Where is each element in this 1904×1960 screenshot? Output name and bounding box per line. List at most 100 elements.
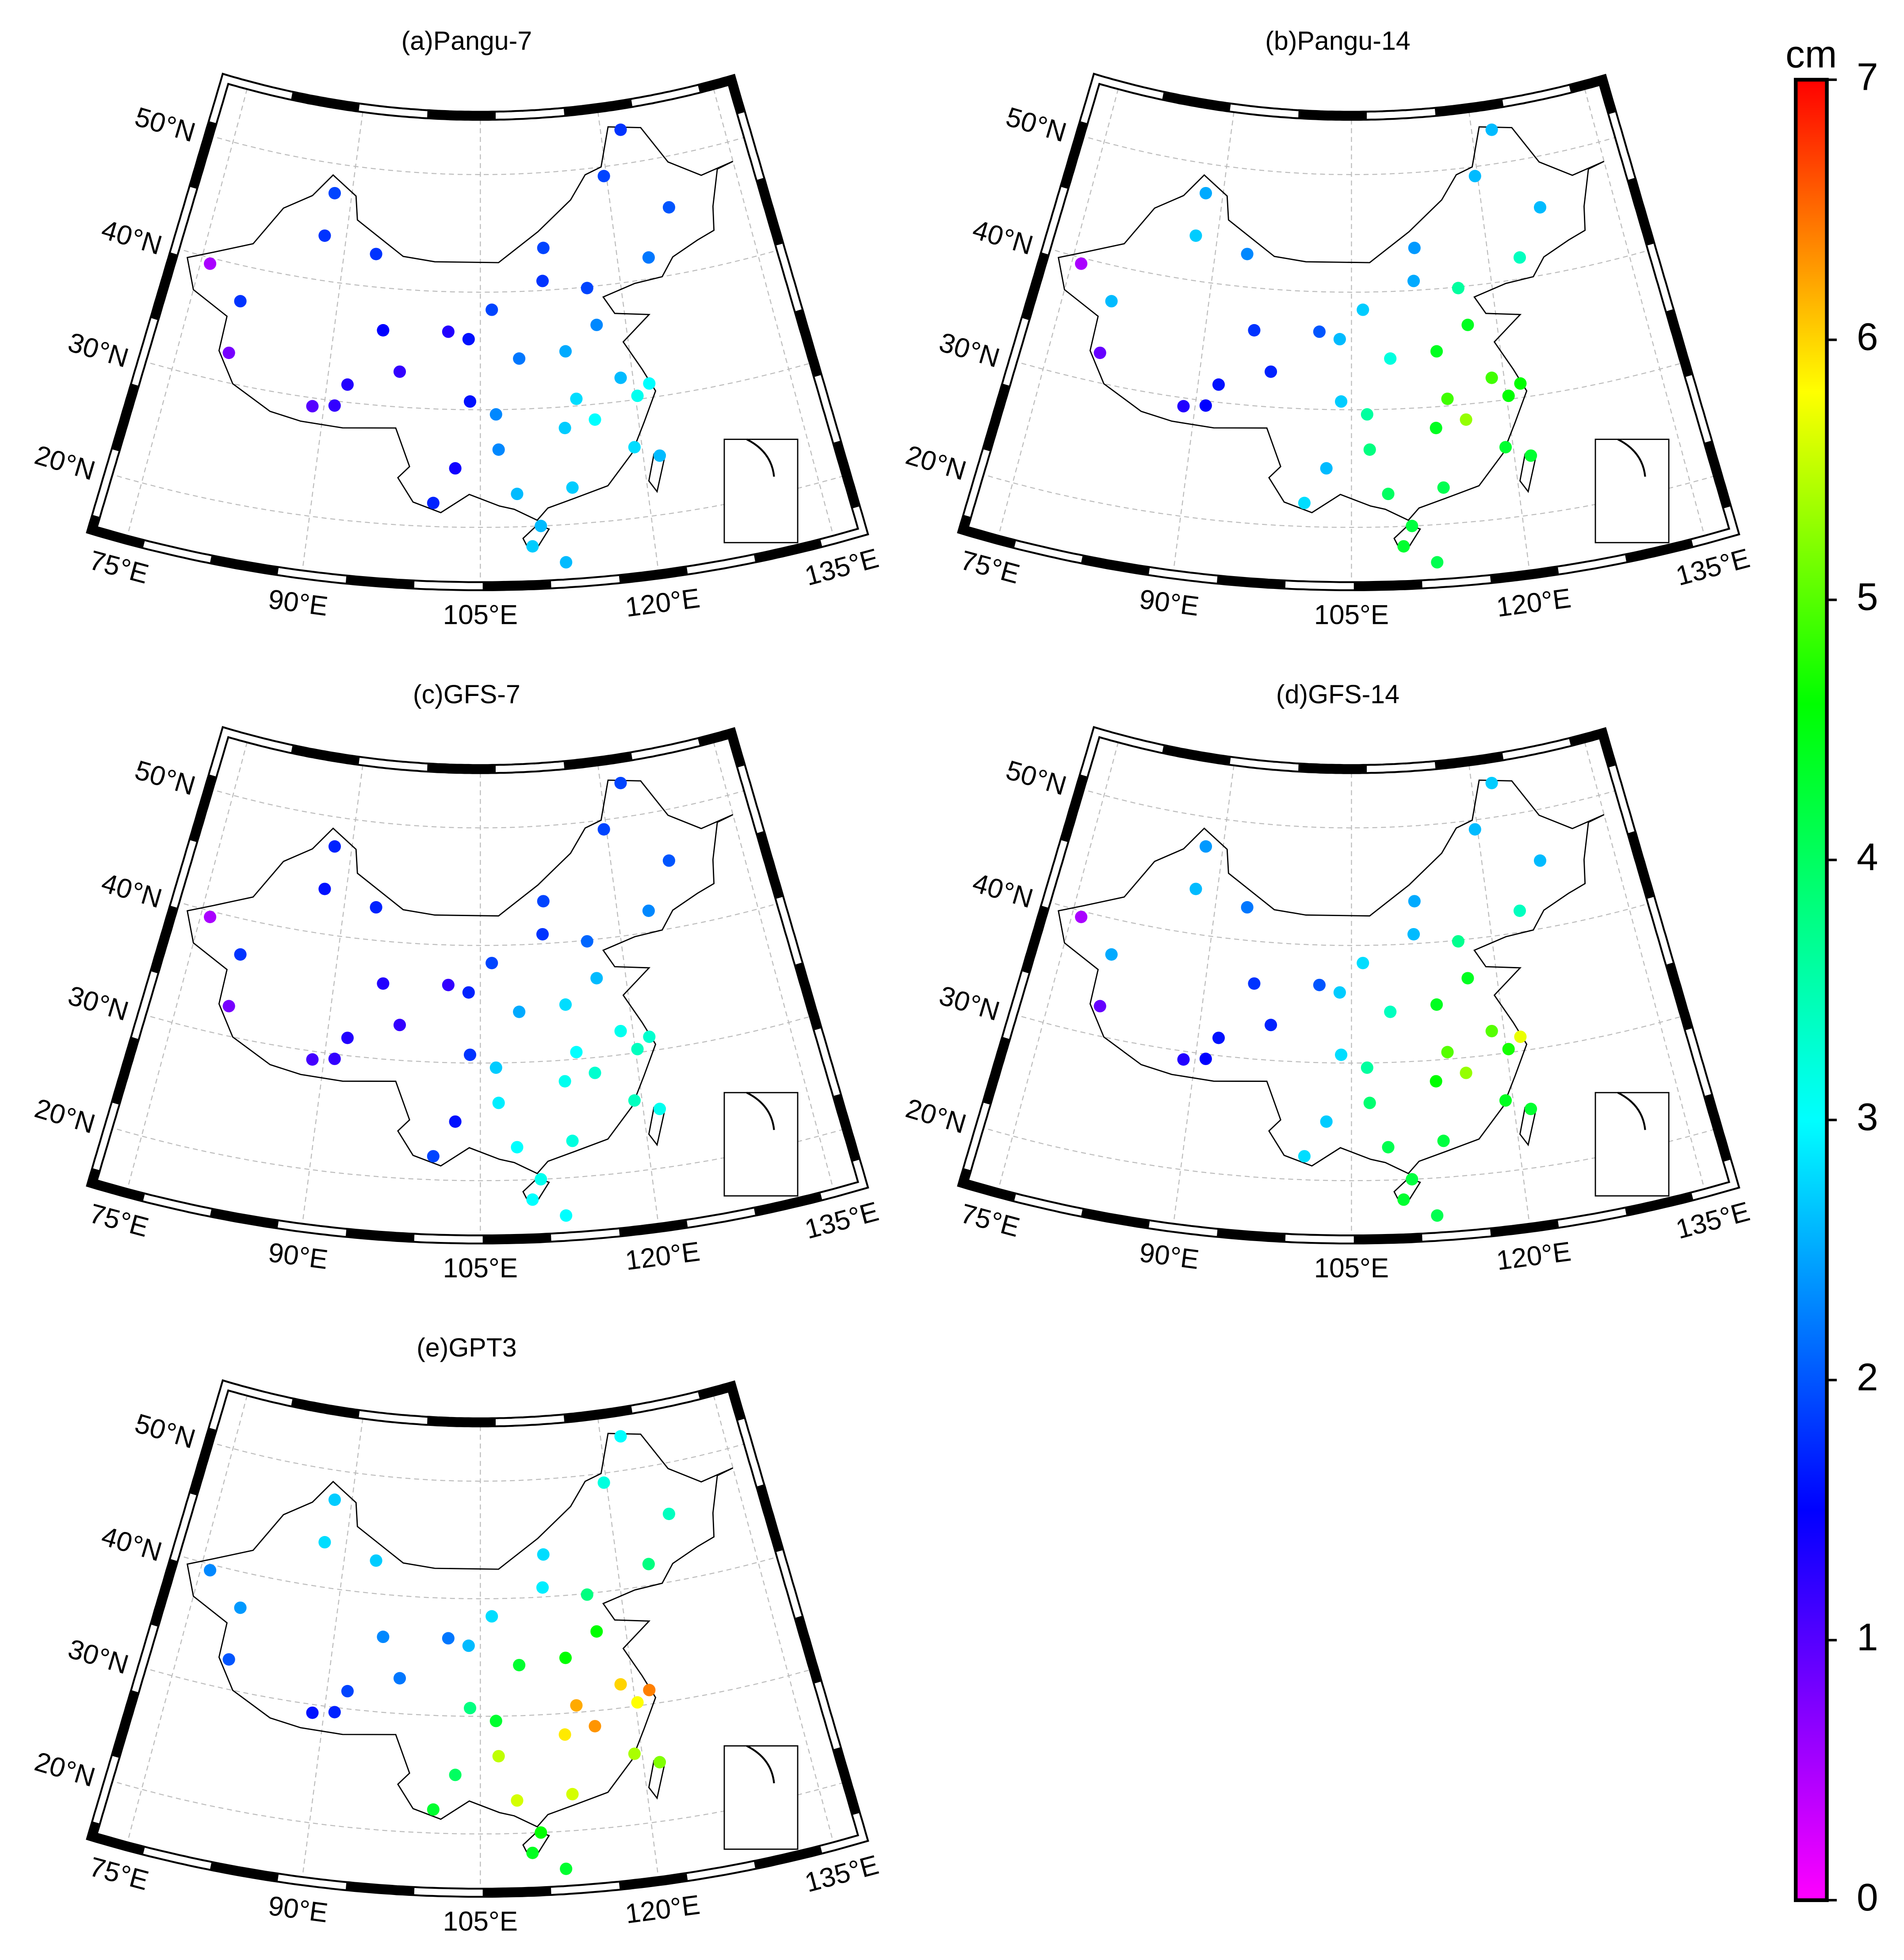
frame-inner — [959, 728, 1738, 1243]
station-dot — [1502, 390, 1515, 402]
station-dot — [566, 481, 579, 494]
parallel — [175, 247, 781, 293]
station-dot — [222, 346, 235, 359]
station-dot — [1199, 187, 1212, 199]
station-dot — [1363, 443, 1376, 456]
station-dot — [1199, 399, 1212, 412]
station-dot — [1384, 352, 1397, 365]
station-dot — [1334, 1048, 1348, 1061]
china-outline — [1057, 779, 1605, 1174]
panel-title: (a)Pangu-7 — [401, 26, 532, 56]
lon-label: 90°E — [267, 584, 330, 622]
station-dot — [1075, 910, 1088, 924]
station-dot — [1533, 854, 1547, 867]
colorbar-tick-label: 1 — [1857, 1616, 1878, 1659]
station-dot — [1199, 1052, 1212, 1065]
station-dot — [511, 488, 524, 501]
station-dot — [203, 1564, 217, 1577]
lat-label: 50°N — [131, 1408, 199, 1455]
station-dot — [1105, 295, 1118, 308]
station-dot — [328, 1052, 341, 1065]
parallel — [108, 1126, 847, 1181]
lon-label: 135°E — [802, 543, 882, 592]
station-dot — [234, 948, 247, 961]
lon-label: 75°E — [86, 1851, 152, 1896]
station-dot — [1513, 904, 1526, 917]
station-dot — [570, 392, 583, 405]
station-dot — [1361, 408, 1373, 421]
station-dot — [1334, 395, 1348, 408]
station-dot — [462, 986, 475, 999]
lon-label: 105°E — [1314, 600, 1389, 630]
station-dot — [449, 1115, 462, 1128]
station-dot — [1461, 318, 1474, 331]
colorbar-tick-label: 7 — [1857, 55, 1878, 98]
station-dot — [614, 1024, 627, 1038]
station-dot — [1212, 378, 1225, 391]
station-dot — [1313, 978, 1326, 991]
station-dot — [631, 1043, 644, 1055]
station-dot — [1437, 1135, 1450, 1147]
station-dot — [341, 378, 354, 391]
map-panel: (e)GPT3 75°E 90°E 105°E 120°E 135°E 20°N 30°N 40… — [31, 1333, 882, 1937]
lon-label: 105°E — [443, 1906, 518, 1937]
station-dot — [1452, 282, 1464, 294]
inset-coast — [1617, 438, 1646, 477]
frame-inner — [88, 728, 867, 1243]
parallel — [208, 1441, 748, 1482]
station-dot — [328, 1706, 341, 1719]
station-dot — [442, 978, 455, 991]
lon-label: 120°E — [1495, 1236, 1573, 1276]
station-dot — [1430, 998, 1443, 1011]
station-dot — [1485, 371, 1498, 384]
map-panel: (a)Pangu-7 75°E 90°E 105°E 120°E 135°E 20°N 30°… — [31, 26, 882, 630]
china-outline — [186, 1433, 734, 1828]
colorbar-tick-label: 2 — [1857, 1356, 1878, 1398]
station-dot — [1320, 1115, 1333, 1128]
station-dot — [1177, 400, 1190, 413]
lat-label: 30°N — [936, 980, 1003, 1027]
station-dot — [560, 1209, 573, 1222]
lat-label: 30°N — [65, 327, 132, 374]
station-dot — [370, 901, 382, 914]
lat-label: 50°N — [131, 755, 199, 801]
station-dot — [536, 275, 549, 287]
lon-label: 90°E — [1138, 1237, 1201, 1275]
parallel — [208, 134, 748, 176]
station-dot — [1499, 441, 1512, 454]
inset-coast — [746, 1745, 775, 1784]
station-dot — [1298, 497, 1311, 509]
station-dot — [1502, 1043, 1515, 1055]
station-dot — [393, 365, 406, 378]
parallel — [175, 901, 781, 946]
lon-label: 135°E — [1673, 1196, 1753, 1245]
station-dot — [234, 295, 247, 308]
station-dot — [1264, 1019, 1277, 1032]
parallel — [1079, 788, 1619, 829]
station-dot — [560, 1862, 573, 1875]
station-dot — [1513, 251, 1526, 264]
station-dot — [1460, 413, 1472, 426]
station-dot — [1431, 556, 1444, 569]
station-dot — [328, 840, 341, 853]
panel-title: (b)Pangu-14 — [1265, 26, 1411, 56]
station-dot — [1248, 324, 1261, 337]
station-dot — [1382, 488, 1395, 501]
station-dot — [526, 1846, 539, 1859]
station-dot — [318, 883, 331, 895]
station-dot — [203, 257, 217, 270]
lon-label: 90°E — [1138, 584, 1201, 622]
station-dot — [642, 1558, 655, 1570]
station-dot — [1177, 1053, 1190, 1066]
parallel — [208, 788, 748, 829]
lat-label: 30°N — [65, 1634, 132, 1680]
lon-label: 105°E — [443, 600, 518, 630]
inset-box — [1594, 439, 1670, 543]
station-dot — [537, 241, 550, 254]
station-dot — [643, 1684, 656, 1696]
station-dot — [1485, 776, 1498, 790]
map-panel: (b)Pangu-14 75°E 90°E 105°E 120°E 135°E 20°N 30… — [902, 26, 1753, 630]
station-dot — [581, 282, 593, 294]
colorbar-tick-label: 5 — [1857, 576, 1878, 619]
station-dot — [1468, 170, 1481, 183]
